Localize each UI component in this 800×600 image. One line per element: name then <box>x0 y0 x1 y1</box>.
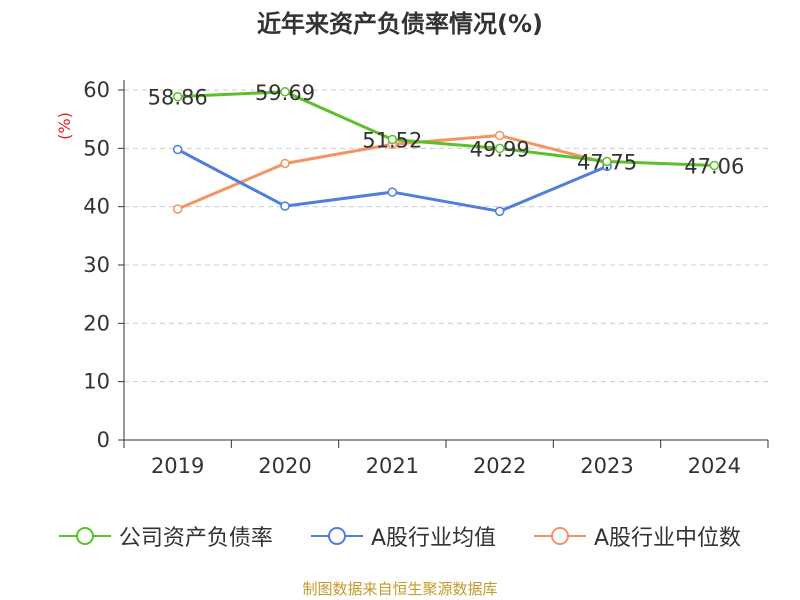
data-label: 59.69 <box>255 81 315 105</box>
data-point <box>280 87 290 97</box>
series-lines <box>172 87 720 217</box>
data-point <box>280 158 290 169</box>
y-tick-label: 20 <box>83 311 110 335</box>
data-label: 47.06 <box>684 154 744 178</box>
data-point <box>709 160 720 171</box>
data-label: 51.52 <box>362 128 422 152</box>
y-tick-label: 30 <box>83 253 110 277</box>
legend-label-company: 公司资产负债率 <box>118 526 273 551</box>
data-point <box>172 144 183 155</box>
source-note: 制图数据来自恒生聚源数据库 <box>302 580 498 598</box>
legend-label-industry-average: A股行业均值 <box>370 526 496 551</box>
axes: 0 10 20 30 40 50 60 (%) 2019 2020 2021 2022 2023 2024 <box>55 78 769 478</box>
x-tick-label: 2024 <box>688 454 741 478</box>
x-tick-label: 2021 <box>366 454 419 478</box>
data-point <box>602 156 612 167</box>
data-point <box>494 206 505 217</box>
y-tick-label: 50 <box>83 136 110 160</box>
data-point <box>387 134 398 145</box>
x-tick-label: 2019 <box>151 454 204 478</box>
legend: 公司资产负债率 A股行业均值 A股行业中位数 <box>0 520 800 552</box>
y-tick-label: 60 <box>83 78 110 102</box>
legend-swatch-company <box>58 527 111 545</box>
data-point <box>494 130 505 141</box>
legend-item-industry-average[interactable]: A股行业均值 <box>310 520 496 552</box>
data-labels: 58.86 59.69 51.52 49.99 47.75 47.06 <box>148 81 745 179</box>
data-point <box>387 187 398 197</box>
y-tick-label: 0 <box>97 428 110 452</box>
legend-label-industry-median: A股行业中位数 <box>594 526 742 551</box>
legend-item-industry-median[interactable]: A股行业中位数 <box>534 520 741 552</box>
data-point <box>172 204 183 214</box>
legend-swatch-industry-median <box>534 527 586 545</box>
legend-swatch-industry-average <box>310 527 363 545</box>
data-label: 58.86 <box>148 86 208 110</box>
x-tick-label: 2022 <box>473 454 526 478</box>
data-point <box>172 91 183 102</box>
y-tick-label: 10 <box>83 370 110 394</box>
y-axis-label: (%) <box>55 112 74 140</box>
series-line <box>177 90 715 167</box>
data-label: 49.99 <box>470 137 530 161</box>
data-label: 47.75 <box>577 150 637 174</box>
data-point <box>494 143 505 154</box>
x-tick-label: 2020 <box>258 454 311 478</box>
x-tick-label: 2023 <box>580 454 633 478</box>
legend-item-company[interactable]: 公司资产负债率 <box>58 520 273 552</box>
y-tick-label: 40 <box>83 195 110 219</box>
data-point <box>280 201 290 211</box>
grid-lines <box>124 89 768 383</box>
chart-title: 近年来资产负债率情况(%) <box>257 10 543 38</box>
